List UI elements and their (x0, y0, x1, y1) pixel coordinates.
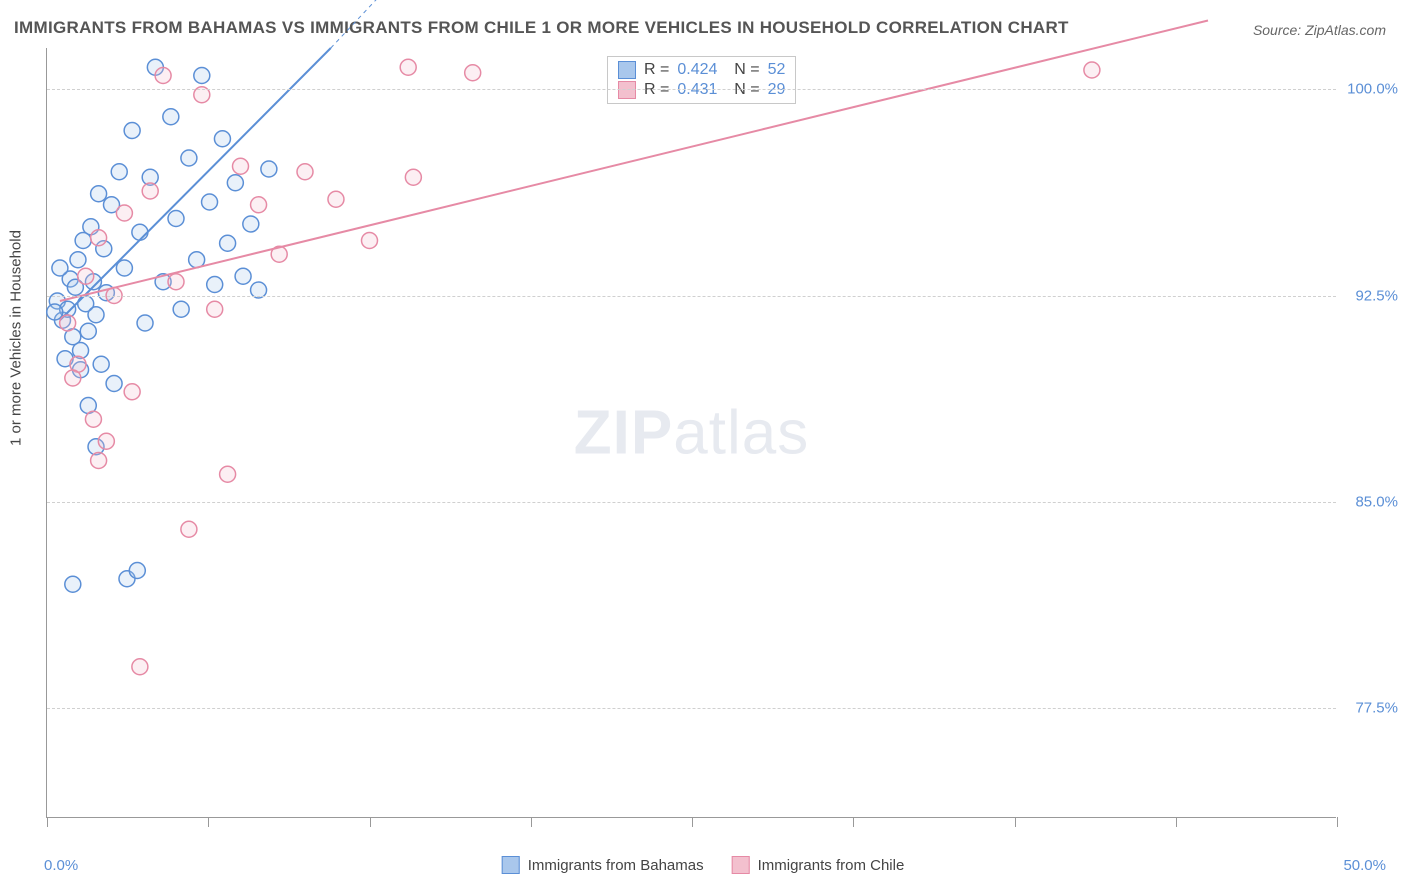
x-tick (531, 817, 532, 827)
scatter-point (194, 68, 210, 84)
x-tick (1176, 817, 1177, 827)
scatter-point (202, 194, 218, 210)
scatter-point (220, 235, 236, 251)
x-tick (370, 817, 371, 827)
scatter-point (111, 164, 127, 180)
legend-n-label: N = (725, 61, 759, 79)
scatter-point (405, 169, 421, 185)
source-attribution: Source: ZipAtlas.com (1253, 22, 1386, 38)
legend-item: Immigrants from Bahamas (502, 856, 704, 874)
scatter-point (98, 433, 114, 449)
scatter-point (163, 109, 179, 125)
gridline-h (47, 502, 1336, 503)
legend-stats-row: R = 0.424 N = 52 (618, 61, 785, 79)
scatter-point (91, 186, 107, 202)
scatter-point (106, 376, 122, 392)
legend-bottom: Immigrants from Bahamas Immigrants from C… (502, 856, 905, 874)
scatter-point (181, 150, 197, 166)
y-tick-label: 100.0% (1347, 81, 1398, 98)
scatter-point (124, 123, 140, 139)
x-axis-max-label: 50.0% (1343, 857, 1386, 874)
legend-swatch (502, 856, 520, 874)
scatter-point (155, 68, 171, 84)
scatter-point (65, 576, 81, 592)
y-tick-label: 77.5% (1355, 700, 1398, 717)
gridline-h (47, 296, 1336, 297)
plot-svg (47, 48, 1336, 817)
scatter-point (400, 59, 416, 75)
legend-item: Immigrants from Chile (732, 856, 905, 874)
chart-title: IMMIGRANTS FROM BAHAMAS VS IMMIGRANTS FR… (14, 18, 1069, 38)
scatter-point (233, 158, 249, 174)
x-tick (47, 817, 48, 827)
legend-label: Immigrants from Bahamas (528, 857, 704, 874)
y-axis-title: 1 or more Vehicles in Household (8, 230, 25, 446)
correlation-chart: IMMIGRANTS FROM BAHAMAS VS IMMIGRANTS FR… (0, 0, 1406, 892)
scatter-point (88, 307, 104, 323)
scatter-point (465, 65, 481, 81)
scatter-point (137, 315, 153, 331)
scatter-point (91, 230, 107, 246)
legend-n-value: 52 (768, 61, 786, 79)
scatter-point (52, 260, 68, 276)
scatter-point (243, 216, 259, 232)
scatter-point (173, 301, 189, 317)
scatter-point (132, 224, 148, 240)
scatter-point (60, 315, 76, 331)
scatter-point (168, 211, 184, 227)
gridline-h (47, 89, 1336, 90)
scatter-point (129, 563, 145, 579)
scatter-point (65, 370, 81, 386)
scatter-point (132, 659, 148, 675)
scatter-point (207, 277, 223, 293)
scatter-point (47, 304, 63, 320)
x-tick (853, 817, 854, 827)
scatter-point (181, 521, 197, 537)
scatter-point (220, 466, 236, 482)
y-tick-label: 92.5% (1355, 287, 1398, 304)
scatter-point (362, 233, 378, 249)
legend-label: Immigrants from Chile (758, 857, 905, 874)
x-tick (208, 817, 209, 827)
legend-swatch (732, 856, 750, 874)
scatter-point (80, 323, 96, 339)
scatter-point (207, 301, 223, 317)
y-tick-label: 85.0% (1355, 493, 1398, 510)
scatter-point (91, 453, 107, 469)
scatter-point (78, 268, 94, 284)
scatter-point (116, 205, 132, 221)
legend-r-value: 0.424 (677, 61, 717, 79)
scatter-point (328, 191, 344, 207)
scatter-point (124, 384, 140, 400)
scatter-point (85, 411, 101, 427)
legend-stats-box: R = 0.424 N = 52R = 0.431 N = 29 (607, 56, 796, 104)
legend-swatch (618, 61, 636, 79)
scatter-point (93, 356, 109, 372)
scatter-point (251, 197, 267, 213)
scatter-point (261, 161, 277, 177)
x-tick (1337, 817, 1338, 827)
scatter-point (70, 252, 86, 268)
x-axis-min-label: 0.0% (44, 857, 78, 874)
scatter-point (168, 274, 184, 290)
x-tick (692, 817, 693, 827)
scatter-point (142, 183, 158, 199)
scatter-point (297, 164, 313, 180)
scatter-point (214, 131, 230, 147)
x-tick (1015, 817, 1016, 827)
scatter-point (235, 268, 251, 284)
legend-r-label: R = (644, 61, 669, 79)
scatter-point (227, 175, 243, 191)
gridline-h (47, 708, 1336, 709)
scatter-point (1084, 62, 1100, 78)
plot-area: ZIPatlas R = 0.424 N = 52R = 0.431 N = 2… (46, 48, 1336, 818)
